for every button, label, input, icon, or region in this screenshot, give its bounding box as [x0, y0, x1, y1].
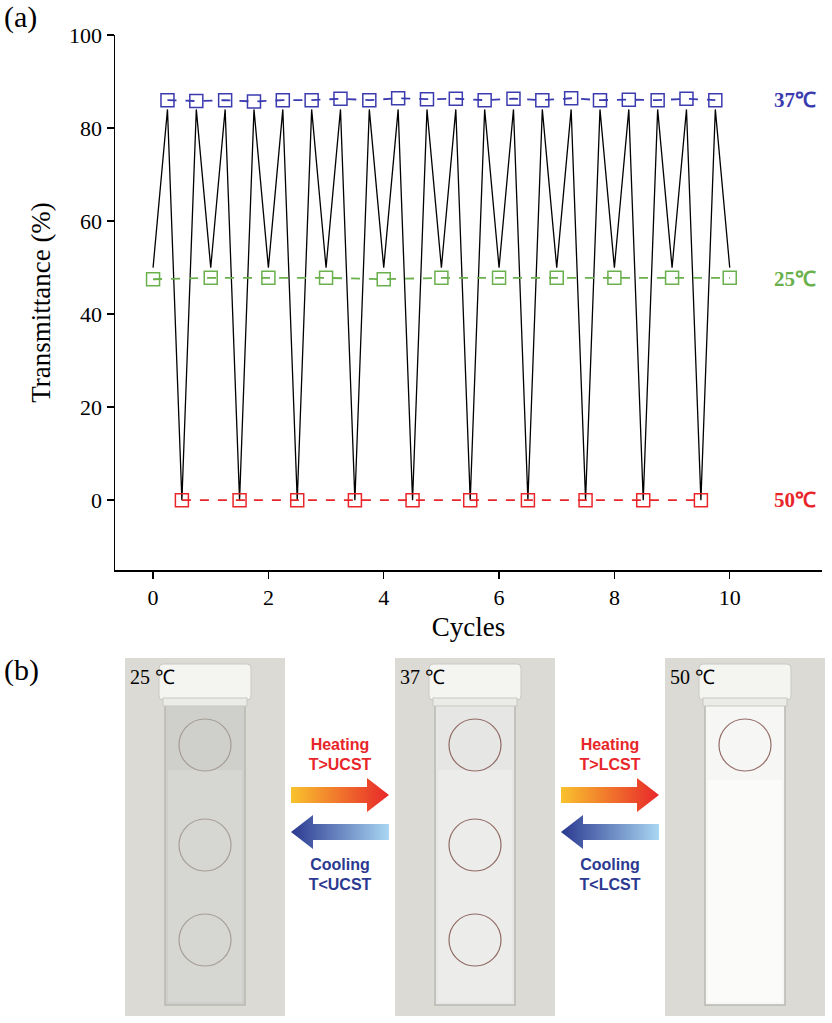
svg-text:4: 4 [378, 585, 389, 610]
svg-text:10: 10 [719, 585, 741, 610]
svg-text:Cooling: Cooling [580, 856, 640, 873]
svg-text:37 ℃: 37 ℃ [400, 666, 445, 688]
svg-text:60: 60 [80, 209, 102, 234]
svg-text:T<UCST: T<UCST [309, 876, 372, 893]
svg-text:T<LCST: T<LCST [580, 876, 641, 893]
svg-text:Heating: Heating [581, 736, 640, 753]
svg-text:Transmittance (%): Transmittance (%) [26, 202, 56, 403]
html-text:(a): (a) [4, 0, 38, 33]
svg-text:25℃: 25℃ [774, 267, 816, 291]
svg-text:Cycles: Cycles [432, 612, 506, 642]
svg-text:2: 2 [263, 585, 274, 610]
svg-text:37℃: 37℃ [774, 88, 816, 112]
svg-text:50 ℃: 50 ℃ [670, 666, 715, 688]
svg-text:50℃: 50℃ [774, 488, 816, 512]
svg-text:0: 0 [91, 488, 102, 513]
svg-text:8: 8 [609, 585, 620, 610]
svg-text:20: 20 [80, 395, 102, 420]
svg-text:T>LCST: T>LCST [580, 756, 641, 773]
svg-text:25 ℃: 25 ℃ [130, 666, 175, 688]
svg-text:0: 0 [148, 585, 159, 610]
svg-text:(b): (b) [4, 653, 39, 687]
svg-text:Cooling: Cooling [310, 856, 370, 873]
svg-text:40: 40 [80, 302, 102, 327]
svg-text:6: 6 [494, 585, 505, 610]
svg-text:100: 100 [69, 23, 102, 48]
svg-text:Heating: Heating [311, 736, 370, 753]
svg-text:T>UCST: T>UCST [309, 756, 372, 773]
svg-text:80: 80 [80, 116, 102, 141]
